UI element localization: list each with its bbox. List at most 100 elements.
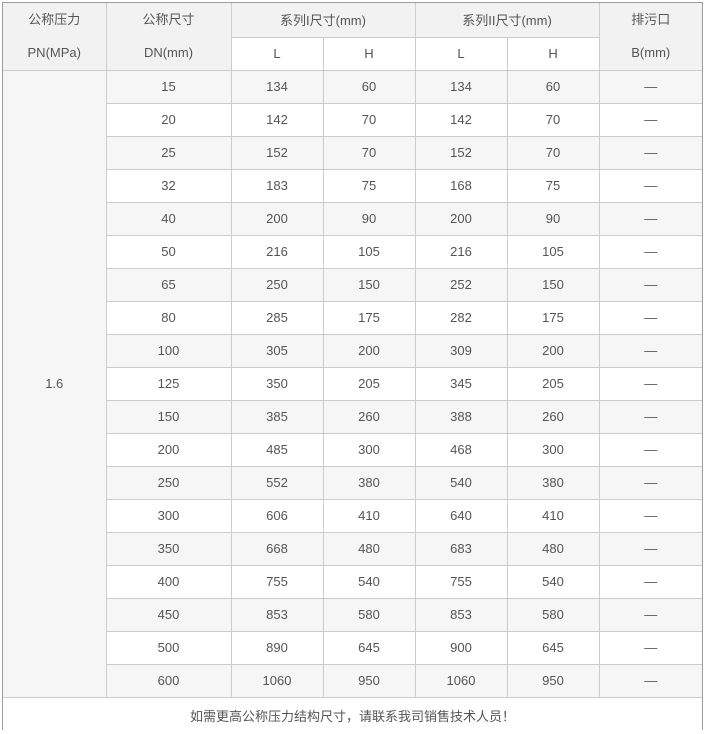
cell-dn: 125 <box>106 367 232 401</box>
cell-s1_h: 90 <box>323 202 416 236</box>
table-row: 200 485 300 468 300— <box>3 433 702 467</box>
cell-dn: 250 <box>106 466 232 500</box>
cell-s1_h: 70 <box>323 103 416 137</box>
table-row: 20 142 70 142 70— <box>3 103 702 137</box>
cell-s2_l: 152 <box>415 136 508 170</box>
cell-b: — <box>599 367 702 401</box>
cell-s1_h: 950 <box>323 664 416 698</box>
table-footer: 如需更高公称压力结构尺寸，请联系我司销售技术人员！ <box>3 697 702 734</box>
cell-b: — <box>599 664 702 698</box>
cell-b: — <box>599 598 702 632</box>
cell-s1_l: 755 <box>231 565 324 599</box>
cell-s2_h: 75 <box>507 169 600 203</box>
cell-s2_l: 1060 <box>415 664 508 698</box>
cell-b: — <box>599 400 702 434</box>
cell-dn: 80 <box>106 301 232 335</box>
cell-s1_l: 200 <box>231 202 324 236</box>
cell-s2_l: 168 <box>415 169 508 203</box>
table-row: 150 385 260 388 260— <box>3 400 702 434</box>
cell-s2_h: 205 <box>507 367 600 401</box>
cell-s1_l: 552 <box>231 466 324 500</box>
cell-s2_h: 70 <box>507 103 600 137</box>
cell-s2_l: 468 <box>415 433 508 467</box>
cell-s2_h: 540 <box>507 565 600 599</box>
cell-s1_l: 142 <box>231 103 324 137</box>
cell-b: — <box>599 565 702 599</box>
cell-s1_l: 385 <box>231 400 324 434</box>
cell-b: — <box>599 136 702 170</box>
cell-dn: 65 <box>106 268 232 302</box>
cell-s1_l: 305 <box>231 334 324 368</box>
cell-s1_h: 200 <box>323 334 416 368</box>
header-series1: 系列I尺寸(mm) <box>231 3 416 38</box>
table-row: 450 853 580 853 580— <box>3 598 702 632</box>
table-row: 80 285 175 282 175— <box>3 301 702 335</box>
cell-dn: 200 <box>106 433 232 467</box>
cell-s1_h: 70 <box>323 136 416 170</box>
cell-s1_l: 183 <box>231 169 324 203</box>
cell-s2_h: 175 <box>507 301 600 335</box>
cell-b: — <box>599 631 702 665</box>
header-nominal-pressure: 公称压力 PN(MPa) <box>3 3 107 71</box>
cell-dn: 20 <box>106 103 232 137</box>
footer-note: 如需更高公称压力结构尺寸，请联系我司销售技术人员！ <box>3 697 702 734</box>
cell-s1_h: 75 <box>323 169 416 203</box>
cell-dn: 350 <box>106 532 232 566</box>
cell-b: — <box>599 235 702 269</box>
cell-s2_h: 70 <box>507 136 600 170</box>
cell-b: — <box>599 268 702 302</box>
cell-b: — <box>599 301 702 335</box>
cell-s1_h: 410 <box>323 499 416 533</box>
cell-s2_l: 282 <box>415 301 508 335</box>
cell-s1_l: 890 <box>231 631 324 665</box>
header-series1-H: H <box>323 37 416 71</box>
cell-s1_h: 580 <box>323 598 416 632</box>
cell-s2_l: 216 <box>415 235 508 269</box>
cell-s1_l: 853 <box>231 598 324 632</box>
table-row: 1.6 15 134 60 134 60— <box>3 70 702 698</box>
cell-s2_l: 683 <box>415 532 508 566</box>
cell-dn: 400 <box>106 565 232 599</box>
header-nominal-size: 公称尺寸 DN(mm) <box>106 3 232 71</box>
cell-b: — <box>599 499 702 533</box>
cell-s2_l: 309 <box>415 334 508 368</box>
cell-s2_h: 580 <box>507 598 600 632</box>
table-row: 125 350 205 345 205— <box>3 367 702 401</box>
cell-dn: 600 <box>106 664 232 698</box>
cell-dn: 450 <box>106 598 232 632</box>
cell-b: — <box>599 103 702 137</box>
cell-s2_l: 853 <box>415 598 508 632</box>
cell-s2_h: 260 <box>507 400 600 434</box>
table-row: 100 305 200 309 200— <box>3 334 702 368</box>
cell-b: — <box>599 466 702 500</box>
cell-b: — <box>599 70 702 104</box>
cell-b: — <box>599 169 702 203</box>
table-row: 50 216 105 216 105— <box>3 235 702 269</box>
cell-b: — <box>599 532 702 566</box>
cell-dn: 500 <box>106 631 232 665</box>
cell-s1_l: 350 <box>231 367 324 401</box>
table-header: 公称压力 PN(MPa) 公称尺寸 DN(mm) 系列I尺寸(mm) 系列II尺… <box>3 3 702 71</box>
cell-s2_l: 345 <box>415 367 508 401</box>
header-series2: 系列II尺寸(mm) <box>415 3 600 38</box>
header-nominal-pressure-title: 公称压力 <box>28 12 81 28</box>
table-row: 65 250 150 252 150— <box>3 268 702 302</box>
header-drain-port-title: 排污口 <box>631 12 671 28</box>
cell-s1_l: 134 <box>231 70 324 104</box>
header-series1-L: L <box>231 37 324 71</box>
cell-s2_l: 540 <box>415 466 508 500</box>
cell-s2_l: 755 <box>415 565 508 599</box>
cell-s2_l: 388 <box>415 400 508 434</box>
table-row: 600 1060 950 1060 950— <box>3 664 702 698</box>
cell-s1_h: 205 <box>323 367 416 401</box>
cell-s2_h: 200 <box>507 334 600 368</box>
table-row: 25 152 70 152 70— <box>3 136 702 170</box>
table-row: 350 668 480 683 480— <box>3 532 702 566</box>
cell-s2_l: 142 <box>415 103 508 137</box>
table-body: 1.6 15 134 60 134 60—20 142 70 142 70—25 152 70 152 7… <box>3 70 702 698</box>
cell-s2_h: 480 <box>507 532 600 566</box>
pn-value-cell: 1.6 <box>3 70 107 698</box>
table-row: 32 183 75 168 75— <box>3 169 702 203</box>
cell-s2_l: 134 <box>415 70 508 104</box>
